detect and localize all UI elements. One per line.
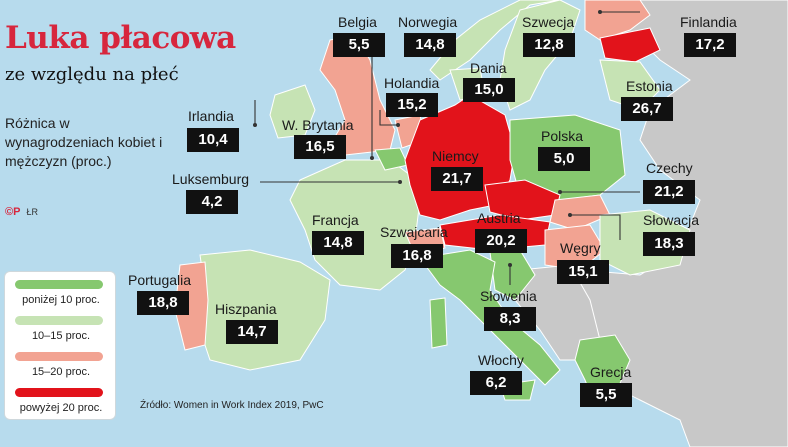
- label-norwegia: Norwegia: [398, 14, 458, 30]
- credit-logo: ©P: [5, 206, 21, 218]
- label-wegry: Węgry: [560, 240, 601, 256]
- value-szwajcaria: 16,8: [391, 244, 443, 268]
- estonia-region: [599, 27, 661, 63]
- label-szwecja: Szwecja: [522, 14, 575, 30]
- label-dania: Dania: [470, 60, 507, 76]
- value-dania: 15,0: [463, 78, 515, 102]
- info-panel: Luka płacowa ze względu na płeć Różnica …: [0, 0, 250, 447]
- legend: poniżej 10 proc. 10–15 proc. 15–20 proc.…: [4, 271, 116, 420]
- value-francja: 14,8: [312, 231, 364, 255]
- label-niemcy: Niemcy: [432, 148, 479, 164]
- page-title: Luka płacowa: [5, 20, 236, 56]
- value-luksemburg: 4,2: [186, 190, 238, 214]
- label-holandia: Holandia: [384, 75, 440, 91]
- label-estonia: Estonia: [626, 78, 673, 94]
- value-wlochy: 6,2: [470, 371, 522, 395]
- value-niemcy: 21,7: [431, 167, 483, 191]
- sardinia-region: [429, 297, 448, 349]
- label-irlandia: Irlandia: [188, 108, 234, 124]
- label-czechy: Czechy: [646, 160, 693, 176]
- value-szwecja: 12,8: [523, 33, 575, 57]
- value-portugalia: 18,8: [137, 291, 189, 315]
- value-wbrytania: 16,5: [294, 135, 346, 159]
- legend-label-15-20: 15–20 proc.: [31, 366, 91, 378]
- legend-swatch-above-20: [15, 388, 103, 397]
- label-slowenia: Słowenia: [480, 288, 537, 304]
- label-slowacja: Słowacja: [643, 212, 700, 228]
- description: Różnica w wynagrodzeniach kobiet i mężcz…: [5, 115, 163, 169]
- legend-swatch-15-20: [15, 352, 103, 361]
- value-irlandia: 10,4: [187, 128, 239, 152]
- credit-initials: ŁR: [26, 207, 38, 217]
- legend-label-below-10: poniżej 10 proc.: [22, 294, 100, 306]
- label-luksemburg: Luksemburg: [172, 171, 250, 187]
- value-wegry: 15,1: [557, 260, 609, 284]
- credit: ©P ŁR: [5, 206, 38, 218]
- value-austria: 20,2: [475, 229, 527, 253]
- value-slowenia: 8,3: [484, 307, 536, 331]
- value-norwegia: 14,8: [404, 33, 456, 57]
- legend-label-10-15: 10–15 proc.: [31, 330, 91, 342]
- value-slowacja: 18,3: [643, 232, 695, 256]
- value-grecja: 5,5: [580, 383, 632, 407]
- source-note: Źródło: Women in Work Index 2019, PwC: [140, 400, 324, 411]
- value-czechy: 21,2: [643, 180, 695, 204]
- page-subtitle: ze względu na płeć: [5, 64, 179, 85]
- label-polska: Polska: [541, 128, 584, 144]
- label-finlandia: Finlandia: [680, 14, 737, 30]
- non-eu-land: [559, 0, 788, 447]
- value-belgia: 5,5: [333, 33, 385, 57]
- value-estonia: 26,7: [621, 97, 673, 121]
- label-austria: Austria: [477, 210, 521, 226]
- label-grecja: Grecja: [590, 364, 632, 380]
- legend-swatch-10-15: [15, 316, 103, 325]
- value-hiszpania: 14,7: [226, 320, 278, 344]
- label-wlochy: Włochy: [478, 352, 524, 368]
- leader-lines: [253, 10, 640, 285]
- label-portugalia: Portugalia: [128, 272, 192, 288]
- legend-label-above-20: powyżej 20 proc.: [19, 402, 103, 414]
- value-holandia: 15,2: [386, 93, 438, 117]
- label-belgia: Belgia: [338, 14, 377, 30]
- value-polska: 5,0: [538, 147, 590, 171]
- label-hiszpania: Hiszpania: [215, 301, 277, 317]
- finland-region: [584, 0, 651, 41]
- legend-swatch-below-10: [15, 280, 103, 289]
- label-szwajcaria: Szwajcaria: [380, 224, 448, 240]
- label-francja: Francja: [312, 212, 359, 228]
- slovakia-region: [549, 194, 611, 231]
- value-finlandia: 17,2: [684, 33, 736, 57]
- label-wbrytania: W. Brytania: [282, 117, 354, 133]
